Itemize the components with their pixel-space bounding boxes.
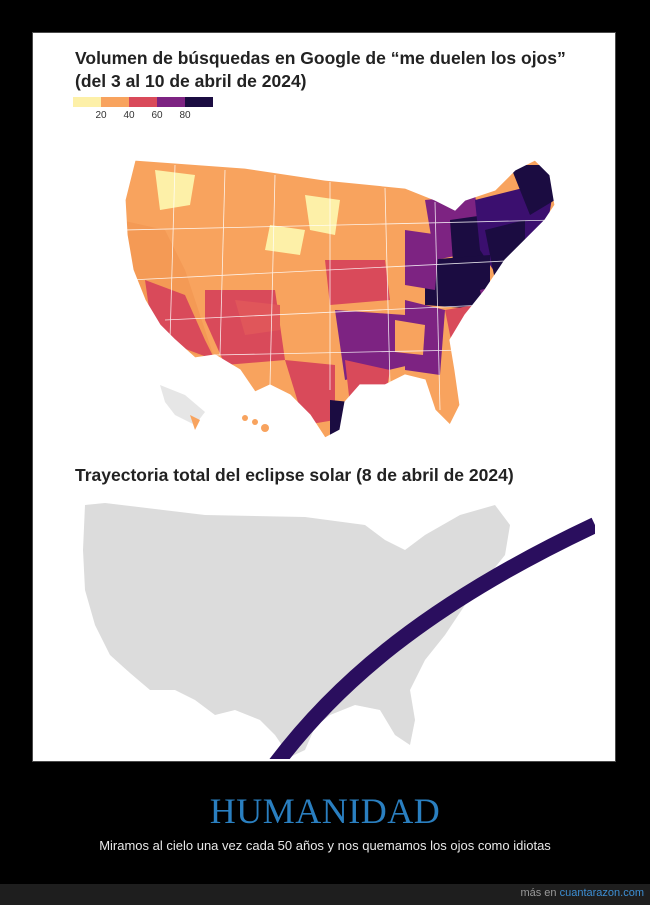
infographic: Volumen de búsquedas en Google de “me du… bbox=[35, 35, 613, 759]
us-land-shape bbox=[83, 503, 510, 757]
alaska-shape bbox=[160, 385, 205, 425]
hawaii-shape bbox=[242, 415, 269, 432]
footer-prefix: más en bbox=[520, 887, 557, 899]
eclipse-path-map bbox=[83, 503, 595, 759]
legend-swatch bbox=[129, 97, 157, 107]
legend-swatch bbox=[73, 97, 101, 107]
footer-bar: más en cuantarazon.com bbox=[0, 884, 650, 905]
site-link[interactable]: cuantarazon.com bbox=[559, 887, 644, 899]
eclipse-map-title: Trayectoria total del eclipse solar (8 d… bbox=[75, 465, 514, 485]
image-frame: Volumen de búsquedas en Google de “me du… bbox=[32, 32, 616, 762]
legend-tick-20: 20 bbox=[95, 110, 107, 121]
legend-tick-80: 80 bbox=[179, 110, 191, 121]
footer-credit: más en cuantarazon.com bbox=[520, 887, 644, 899]
legend-tick-60: 60 bbox=[151, 110, 163, 121]
legend-tick-40: 40 bbox=[123, 110, 135, 121]
state-borders bbox=[124, 164, 556, 411]
legend-swatch bbox=[101, 97, 129, 107]
caption-title: HUMANIDAD bbox=[209, 791, 441, 831]
caption-subtitle: Miramos al cielo una vez cada 50 años y … bbox=[99, 838, 551, 853]
us-search-volume-map bbox=[124, 159, 556, 439]
legend-swatch bbox=[185, 97, 213, 107]
alaska-region bbox=[190, 415, 200, 430]
search-volume-map-title: Volumen de búsquedas en Google de “me du… bbox=[75, 48, 566, 91]
us-outline bbox=[124, 159, 556, 439]
eclipse-totality-path bbox=[269, 517, 595, 759]
legend-swatch bbox=[157, 97, 185, 107]
